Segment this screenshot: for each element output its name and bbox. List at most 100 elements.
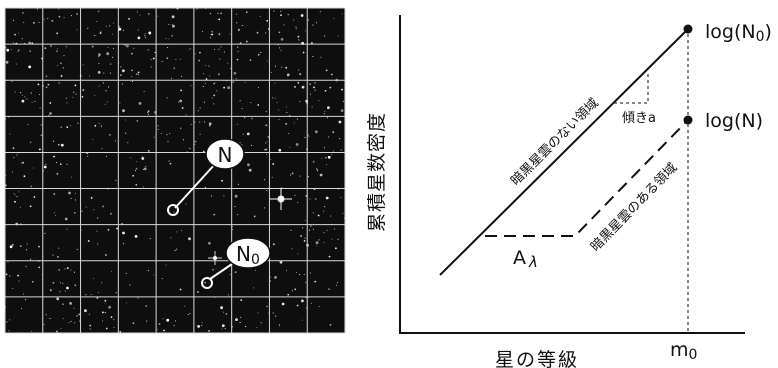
star-point (99, 31, 102, 33)
star-point (213, 94, 216, 97)
star-field-background (5, 8, 345, 333)
star-point (230, 67, 232, 69)
star-point (201, 324, 203, 326)
star-point (38, 21, 40, 24)
star-point (278, 31, 281, 34)
star-point (240, 299, 243, 301)
star-point (112, 47, 115, 50)
star-point (189, 48, 191, 50)
star-point (335, 247, 337, 250)
star-point (247, 163, 250, 167)
star-point (339, 138, 341, 140)
star-point (309, 198, 311, 200)
star-point (120, 74, 122, 76)
star-point (323, 210, 325, 212)
star-point (115, 292, 117, 294)
star-point (53, 212, 55, 214)
star-point (87, 155, 89, 157)
star-point (76, 315, 78, 317)
star-point (58, 247, 60, 249)
star-point (34, 100, 36, 102)
star-point (38, 266, 41, 269)
star-point (104, 103, 106, 105)
star-point (138, 74, 140, 76)
star-point (296, 271, 298, 273)
star-point (65, 97, 67, 99)
star-point (56, 297, 60, 301)
star-point (235, 318, 238, 321)
star-point (56, 172, 59, 175)
star-point (287, 293, 290, 296)
star-point (81, 95, 84, 98)
star-point (12, 19, 15, 21)
star-point (143, 90, 145, 93)
star-point (310, 302, 312, 304)
star-point (318, 239, 320, 241)
star-point (326, 164, 328, 166)
star-point (149, 238, 151, 240)
star-point (213, 103, 215, 105)
star-point (238, 29, 240, 31)
star-point (297, 253, 299, 255)
star-point (204, 186, 206, 188)
star-point (278, 325, 280, 327)
star-point (279, 260, 283, 264)
star-point (58, 82, 60, 84)
star-point (235, 78, 237, 80)
star-point (30, 258, 32, 260)
m0-tick-label: m0 (670, 339, 697, 363)
star-point (174, 320, 177, 322)
bright-star (270, 188, 292, 210)
star-point (171, 15, 175, 19)
star-point (259, 15, 261, 18)
star-point (29, 205, 32, 208)
star-point (211, 30, 214, 33)
callout-n0: N0 (201, 237, 271, 289)
star-point (302, 51, 305, 54)
star-point (208, 122, 212, 126)
star-point (241, 144, 243, 146)
star-point (302, 227, 304, 229)
star-point (137, 71, 140, 74)
star-point (317, 214, 320, 217)
star-point (147, 13, 150, 15)
star-point (160, 132, 162, 135)
star-point (76, 248, 78, 250)
star-point (286, 111, 288, 114)
star-point (264, 179, 266, 181)
star-point (184, 305, 186, 307)
star-point (237, 214, 239, 216)
with-cloud-label: 暗黒星雲のある領域 (587, 160, 680, 255)
star-point (107, 86, 110, 88)
star-point (330, 215, 332, 217)
star-point (199, 133, 201, 135)
star-point (309, 272, 312, 274)
star-point (327, 117, 329, 119)
star-point (157, 128, 159, 131)
star-point (113, 326, 115, 329)
no-cloud-line (439, 28, 689, 276)
star-point (141, 157, 145, 160)
star-point (122, 243, 125, 245)
star-point (74, 199, 77, 201)
star-point (214, 48, 216, 51)
star-point (312, 212, 314, 214)
star-point (147, 150, 150, 152)
star-point (299, 273, 301, 275)
star-point (64, 217, 68, 221)
star-point (318, 306, 320, 308)
star-point (223, 51, 225, 53)
star-point (23, 175, 26, 178)
callout-n0-leader (209, 263, 233, 280)
star-point (82, 64, 84, 66)
star-point (90, 293, 92, 296)
star-point (324, 110, 326, 112)
star-point (287, 75, 289, 77)
star-point (323, 147, 325, 149)
star-point (110, 212, 112, 215)
star-point (324, 206, 326, 208)
star-point (36, 8, 38, 10)
star-point (82, 89, 85, 91)
star-point (107, 228, 110, 231)
